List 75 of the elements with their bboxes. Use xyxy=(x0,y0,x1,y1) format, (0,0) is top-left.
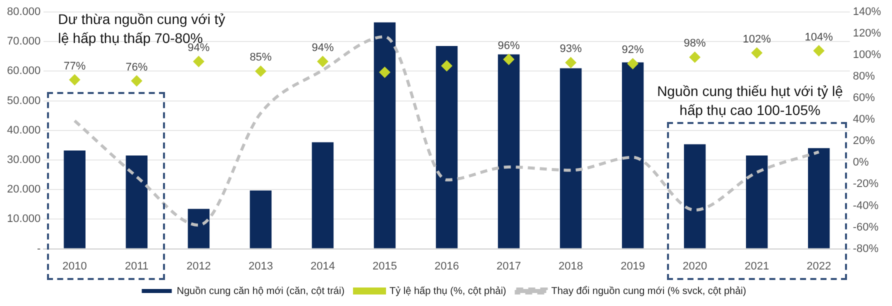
x-tick-label: 2021 xyxy=(744,260,770,272)
point xyxy=(503,54,514,65)
y-tick-label: 20.000 xyxy=(6,184,41,196)
legend-label: Tỷ lệ hấp thụ (%, cột phải) xyxy=(390,286,506,297)
y2-tick-label: 80% xyxy=(852,70,876,83)
y2-tick-label: 60% xyxy=(852,92,876,104)
y2-tick-label: 100% xyxy=(852,49,882,62)
x-tick-label: 2022 xyxy=(806,260,832,272)
bar xyxy=(684,144,706,248)
point xyxy=(813,45,824,56)
bar xyxy=(560,68,582,248)
data-label: 77% xyxy=(64,60,86,72)
legend-label: Nguồn cung căn hộ mới (căn, cột trái) xyxy=(176,286,345,297)
x-tick-label: 2011 xyxy=(124,260,148,272)
x-tick-label: 2019 xyxy=(620,260,646,272)
x-tick-label: 2013 xyxy=(248,260,273,272)
annotation: Nguồn cung thiếu hụt với tỷ lệ hấp thụ cao 100-105% xyxy=(656,82,844,120)
point xyxy=(317,56,328,68)
data-label: 96% xyxy=(498,40,520,52)
point xyxy=(69,74,80,86)
data-label: 104% xyxy=(804,31,834,44)
legend-label: Thay đổi nguồn cung mới (% svck, cột phải) xyxy=(551,284,746,297)
point xyxy=(131,75,142,86)
data-label: 93% xyxy=(560,43,582,56)
data-label: 94% xyxy=(188,42,210,54)
point xyxy=(255,66,266,77)
y2-tick-label: 20% xyxy=(852,135,876,148)
y-tick-label: - xyxy=(36,242,41,255)
y-tick-label: 70.000 xyxy=(6,36,41,48)
y2-tick-label: -60% xyxy=(852,221,879,234)
x-tick-label: 2020 xyxy=(682,260,708,272)
y-tick-label: 30.000 xyxy=(6,154,41,166)
point xyxy=(565,57,576,68)
data-label: 94% xyxy=(312,42,334,54)
bar xyxy=(126,156,148,248)
data-label: 76% xyxy=(126,61,148,74)
x-tick-label: 2010 xyxy=(62,260,87,272)
bar xyxy=(312,142,334,248)
bar xyxy=(622,62,644,248)
point xyxy=(689,52,700,63)
y-tick-label: 40.000 xyxy=(6,124,41,136)
y2-tick-label: 0% xyxy=(852,156,869,169)
y2-tick-label: 40% xyxy=(852,114,876,126)
x-tick-label: 2015 xyxy=(372,260,397,272)
bar xyxy=(250,190,272,248)
data-label: 98% xyxy=(684,38,706,50)
y-tick-label: 10.000 xyxy=(6,213,41,226)
data-label: 85% xyxy=(250,52,272,64)
x-tick-label: 2018 xyxy=(558,260,584,272)
x-tick-label: 2014 xyxy=(310,260,335,272)
y2-tick-label: 140% xyxy=(852,6,882,18)
bar xyxy=(374,22,396,248)
point xyxy=(627,58,638,70)
bar xyxy=(808,148,830,248)
bar xyxy=(746,156,768,248)
y2-tick-label: -20% xyxy=(852,178,879,190)
data-label: 92% xyxy=(622,44,644,56)
y-tick-label: 60.000 xyxy=(6,65,41,78)
y2-tick-label: -40% xyxy=(852,200,879,212)
y2-tick-label: 120% xyxy=(852,28,882,40)
point xyxy=(193,56,204,68)
bar xyxy=(64,150,86,248)
bar xyxy=(436,46,458,248)
data-label: 102% xyxy=(742,33,772,46)
point xyxy=(751,47,762,58)
bar xyxy=(498,54,520,248)
x-tick-label: 2017 xyxy=(496,260,522,272)
y2-tick-label: -80% xyxy=(852,242,879,255)
y-tick-label: 50.000 xyxy=(6,94,41,107)
y-tick-label: 80.000 xyxy=(6,6,41,18)
x-tick-label: 2012 xyxy=(186,260,211,272)
point xyxy=(379,66,390,78)
point xyxy=(441,60,452,72)
bar xyxy=(188,208,210,248)
x-tick-label: 2016 xyxy=(434,260,459,272)
